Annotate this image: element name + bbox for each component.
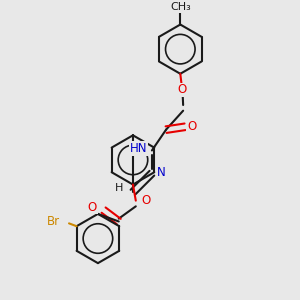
Text: HN: HN <box>130 142 147 155</box>
Text: H: H <box>115 183 124 193</box>
Text: CH₃: CH₃ <box>170 2 191 11</box>
Text: O: O <box>178 83 187 96</box>
Text: O: O <box>88 201 97 214</box>
Text: N: N <box>157 166 165 179</box>
Text: Br: Br <box>46 215 60 228</box>
Text: O: O <box>187 120 196 133</box>
Text: O: O <box>142 194 151 207</box>
